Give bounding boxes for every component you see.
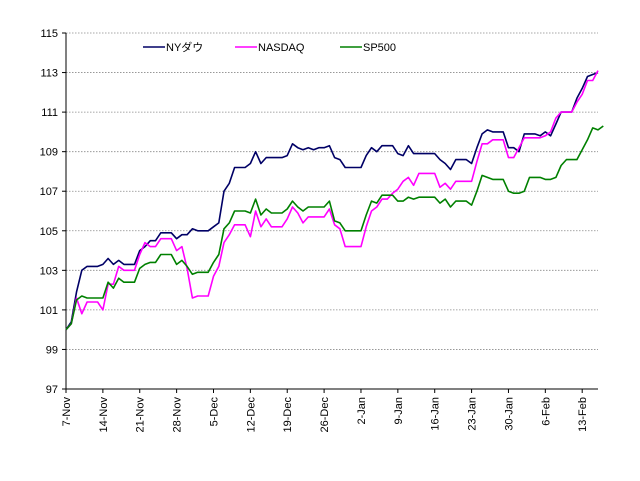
y-axis-ticks: 97 99 101 103 105 107 109 111 113 115	[40, 28, 66, 396]
legend: NYダウ NASDAQ SP500	[143, 40, 396, 54]
y-tick-label: 99	[46, 344, 58, 356]
y-tick-label: 107	[40, 186, 58, 198]
y-tick-label: 103	[40, 265, 58, 277]
x-tick-label: 13-Feb	[577, 397, 589, 432]
x-tick-label: 5-Dec	[208, 397, 220, 427]
series-line-0	[65, 71, 599, 331]
x-tick-label: 14-Nov	[98, 397, 110, 433]
y-tick-label: 111	[41, 107, 58, 119]
y-tick-label: 105	[40, 226, 58, 238]
y-tick-label: 113	[40, 68, 58, 80]
x-tick-label: 7-Nov	[61, 397, 73, 427]
x-tick-label: 26-Dec	[319, 397, 331, 433]
y-tick-label: 101	[40, 305, 58, 317]
series-lines	[65, 70, 604, 331]
x-tick-label: 6-Feb	[540, 397, 552, 426]
x-tick-label: 12-Dec	[245, 397, 257, 433]
legend-label-0: NYダウ	[166, 40, 203, 54]
x-tick-label: 9-Jan	[393, 397, 405, 425]
series-line-1	[65, 70, 599, 331]
legend-label-1: NASDAQ	[258, 42, 305, 54]
x-tick-label: 30-Jan	[503, 397, 515, 431]
series-line-2	[65, 125, 604, 331]
x-tick-label: 21-Nov	[135, 397, 147, 433]
x-axis-ticks: 7-Nov 14-Nov 21-Nov 28-Nov 5-Dec 12-Dec 19-Dec…	[61, 389, 589, 432]
x-tick-label: 19-Dec	[282, 397, 294, 433]
y-tick-label: 97	[46, 384, 58, 396]
legend-label-2: SP500	[363, 42, 396, 54]
y-tick-label: 109	[40, 147, 58, 159]
x-tick-label: 23-Jan	[467, 397, 479, 431]
x-tick-label: 2-Jan	[356, 397, 368, 425]
x-tick-label: 28-Nov	[172, 397, 184, 433]
y-tick-label: 115	[40, 28, 58, 40]
x-tick-label: 16-Jan	[430, 397, 442, 431]
